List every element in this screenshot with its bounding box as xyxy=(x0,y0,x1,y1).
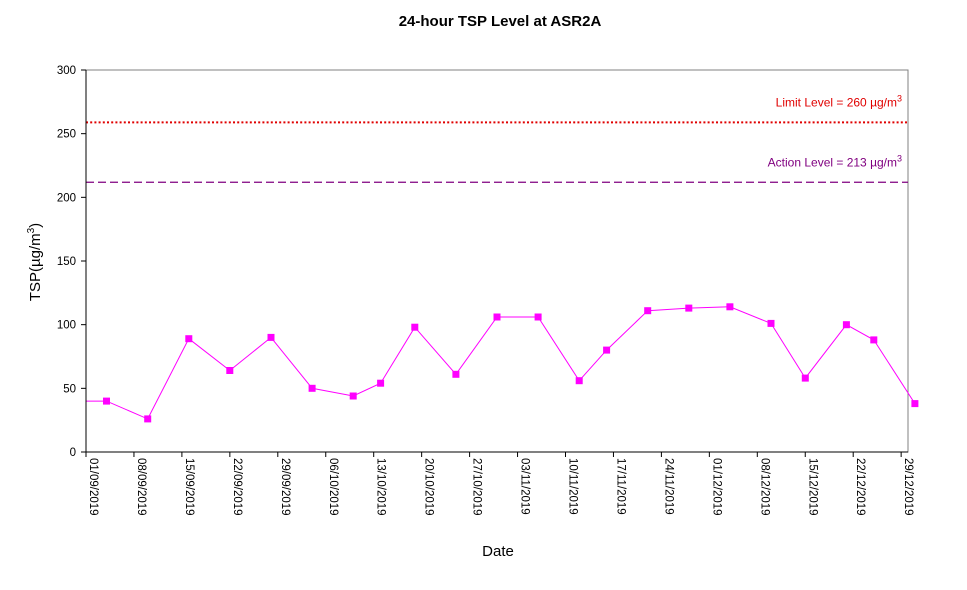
x-tick-label: 24/11/2019 xyxy=(662,458,674,515)
y-tick-label: 300 xyxy=(57,65,76,77)
data-point xyxy=(226,367,234,374)
data-point xyxy=(103,397,110,405)
data-point xyxy=(603,346,611,354)
chart-title: 24-hour TSP Level at ASR2A xyxy=(399,13,602,30)
data-point xyxy=(767,319,775,327)
data-point xyxy=(911,400,919,408)
x-tick-label: 29/09/2019 xyxy=(279,458,291,516)
data-point xyxy=(144,415,152,423)
reference-line-label: Limit Level = 260 µg/m3 xyxy=(776,93,902,109)
data-point xyxy=(726,303,734,311)
x-tick-label: 01/09/2019 xyxy=(87,458,99,516)
x-tick-label: 15/12/2019 xyxy=(806,458,818,516)
y-axis-label-main: TSP( xyxy=(27,267,44,301)
reference-line-label-sup: 3 xyxy=(897,153,902,163)
data-point xyxy=(801,374,809,382)
reference-line-label-text: Limit Level = 260 xyxy=(776,95,870,109)
x-tick-label: 03/11/2019 xyxy=(519,458,531,515)
x-tick-label: 29/12/2019 xyxy=(902,458,914,516)
data-point xyxy=(870,336,878,344)
data-point xyxy=(534,313,542,321)
data-point xyxy=(377,379,385,387)
series-layer xyxy=(86,303,919,423)
y-axis-label: TSP(µg/m3) xyxy=(26,223,44,301)
x-tick-label: 08/12/2019 xyxy=(758,458,770,516)
data-point xyxy=(411,323,419,331)
reference-line-label-text: Action Level = 213 xyxy=(768,155,870,169)
data-point xyxy=(575,377,583,385)
data-point xyxy=(267,333,275,341)
x-tick-label: 13/10/2019 xyxy=(375,458,387,516)
reference-line-label: Action Level = 213 µg/m3 xyxy=(768,153,902,169)
y-axis-label-unit: µg/m xyxy=(27,233,44,267)
x-tick-label: 22/12/2019 xyxy=(854,458,866,516)
data-point xyxy=(842,321,850,329)
data-point xyxy=(185,335,193,343)
x-tick-label: 01/12/2019 xyxy=(710,458,722,516)
x-tick-label: 10/11/2019 xyxy=(567,458,579,515)
data-point xyxy=(644,307,652,315)
y-axis-label-close: ) xyxy=(27,223,44,228)
x-axis-ticks: 01/09/2019 08/09/2019 15/09/2019 22/09/2019… xyxy=(85,452,914,516)
y-tick-label: 0 xyxy=(70,447,76,459)
y-axis-ticks: 0 50 100 150 200 250 300 xyxy=(57,65,86,459)
data-point xyxy=(452,370,460,378)
y-tick-label: 50 xyxy=(63,383,76,395)
y-axis-label-sup: 3 xyxy=(26,227,37,233)
x-axis-label: Date xyxy=(482,543,514,560)
x-tick-label: 22/09/2019 xyxy=(231,458,243,516)
x-tick-label: 17/11/2019 xyxy=(614,458,626,515)
x-tick-label: 20/10/2019 xyxy=(423,458,435,516)
plot-area xyxy=(85,69,909,453)
x-tick-label: 08/09/2019 xyxy=(135,458,147,516)
data-point xyxy=(493,313,501,321)
data-point xyxy=(308,384,316,392)
y-tick-label: 100 xyxy=(57,320,76,332)
data-point xyxy=(349,392,357,400)
x-tick-label: 27/10/2019 xyxy=(471,458,483,516)
y-tick-label: 250 xyxy=(57,129,76,141)
x-tick-label: 06/10/2019 xyxy=(327,458,339,516)
y-tick-label: 200 xyxy=(57,192,76,204)
reference-line-label-unit: µg/m xyxy=(870,155,897,169)
data-point xyxy=(685,304,693,312)
reference-line-label-unit: µg/m xyxy=(870,95,897,109)
x-tick-label: 15/09/2019 xyxy=(183,458,195,516)
reference-line-label-sup: 3 xyxy=(897,93,902,103)
y-tick-label: 150 xyxy=(57,256,76,268)
